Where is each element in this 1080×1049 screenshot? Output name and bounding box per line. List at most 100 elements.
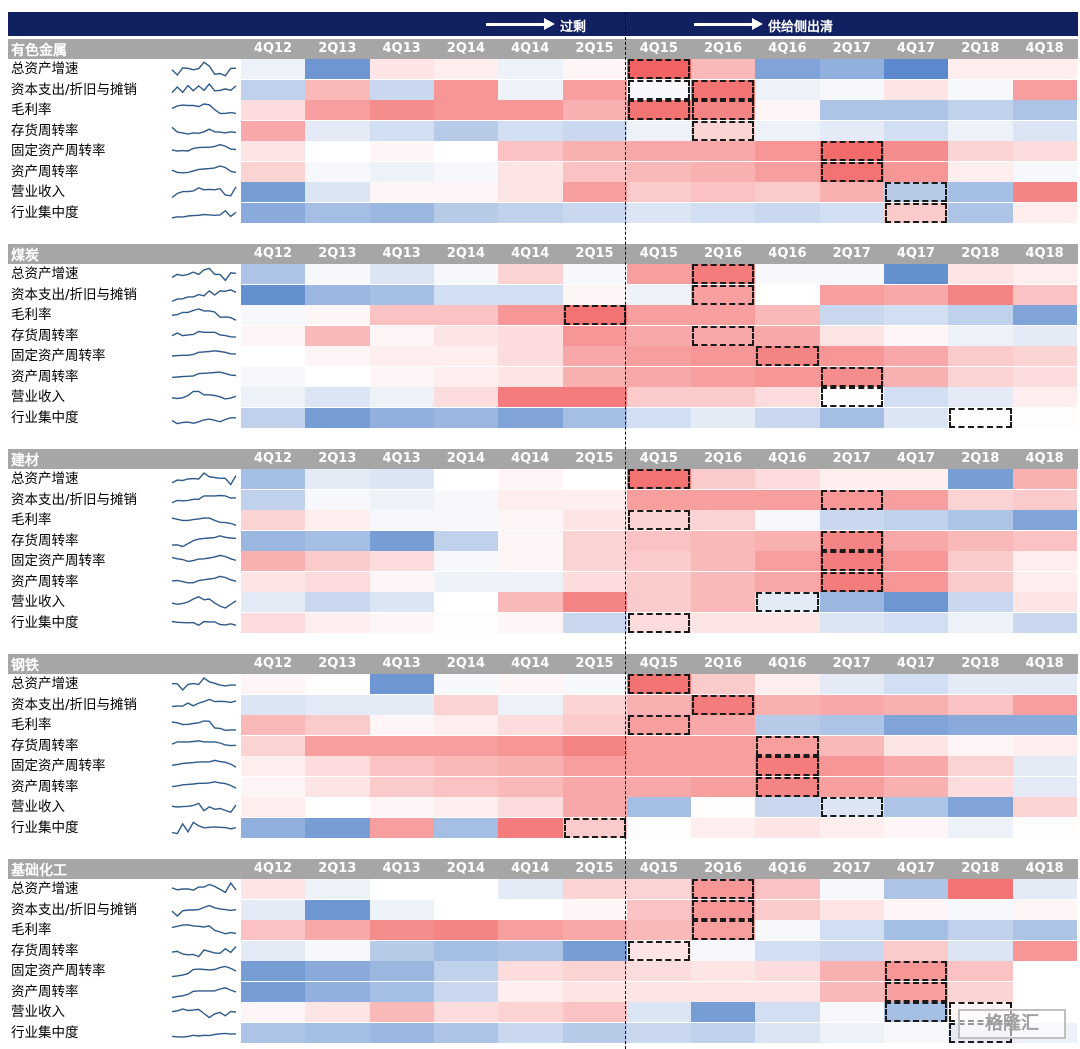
heatmap-cell	[948, 489, 1014, 510]
heatmap-cell	[369, 346, 435, 366]
row-label: 行业集中度	[11, 819, 79, 836]
panel-title: 煤炭	[11, 248, 39, 264]
column-label: 2Q14	[446, 41, 485, 56]
highlight-box	[820, 530, 883, 551]
column-label: 2Q13	[318, 656, 357, 671]
heatmap-cell	[819, 59, 885, 79]
sparkline	[171, 330, 237, 338]
heatmap-cell	[241, 776, 306, 797]
heatmap-cell	[433, 407, 499, 428]
heatmap-cell	[1012, 797, 1078, 817]
heatmap-cell	[369, 612, 435, 633]
panel-header: 建材 4Q12 2Q13 4Q13 2Q14 4Q14 2Q15 4Q15 2Q16 4Q16 2Q…	[8, 449, 1078, 469]
heatmap-cell	[884, 346, 949, 366]
column-label: 4Q18	[1025, 451, 1064, 466]
sparkline-path	[171, 575, 237, 584]
heatmap-cell	[241, 530, 306, 551]
heatmap-cell	[691, 1022, 756, 1043]
sparkline	[171, 494, 237, 503]
heatmap-cell	[498, 469, 564, 489]
heatmap-cell	[241, 489, 306, 510]
column-label: 2Q17	[832, 41, 871, 56]
sparkline-path	[171, 472, 237, 486]
heatmap-cell	[948, 510, 1014, 530]
heatmap-cell	[562, 1002, 628, 1022]
heatmap-cell	[819, 817, 885, 838]
heatmap-cell	[755, 694, 821, 715]
heatmap-cell	[305, 79, 371, 100]
heatmap-cell	[819, 325, 885, 346]
heatmap-cell	[1012, 59, 1078, 79]
heatmap-cell	[433, 141, 499, 161]
heatmap-cell	[948, 879, 1014, 899]
heatmap-cell	[433, 79, 499, 100]
heatmap-cell	[369, 284, 435, 305]
heatmap-cell	[369, 202, 435, 223]
clearing-arrow-icon	[752, 18, 763, 30]
column-label: 4Q16	[768, 246, 807, 261]
panel-header: 基础化工 4Q12 2Q13 4Q13 2Q14 4Q14 2Q15 4Q15 2Q16 4Q16…	[8, 859, 1078, 879]
heatmap-cell	[626, 674, 692, 694]
heatmap-cell	[498, 284, 564, 305]
heatmap-cell	[369, 510, 435, 530]
heatmap-cell	[626, 715, 692, 735]
heatmap-cell	[562, 776, 628, 797]
heatmap-cell	[819, 612, 885, 633]
heatmap-cell	[755, 284, 821, 305]
heatmap-cell	[433, 551, 499, 571]
sparkline-path	[171, 945, 237, 957]
heatmap-cell	[241, 920, 306, 940]
heatmap-cell	[241, 346, 306, 366]
heatmap-cell	[305, 202, 371, 223]
heatmap-cell	[433, 674, 499, 694]
sparkline-path	[171, 61, 236, 77]
heatmap-cell	[626, 161, 692, 182]
sparkline	[171, 416, 236, 424]
row-label: 营业收入	[11, 389, 65, 405]
heatmap-cell	[305, 981, 371, 1002]
panel: 煤炭 4Q12 2Q13 4Q13 2Q14 4Q14 2Q15 4Q15 2Q16 4Q16 2Q…	[8, 244, 1078, 428]
heatmap-cell	[1012, 530, 1078, 551]
heatmap-cell	[562, 305, 628, 325]
heatmap-cell	[241, 694, 306, 715]
heatmap-cell	[562, 141, 628, 161]
sparkline-path	[171, 904, 237, 917]
sparkline	[171, 620, 237, 626]
highlight-box	[885, 202, 948, 223]
highlight-box	[627, 79, 691, 100]
row-label: 营业收入	[11, 1004, 65, 1020]
sparkline	[171, 472, 237, 486]
heatmap-cell	[241, 797, 306, 817]
heatmap-cell	[884, 981, 949, 1002]
sparkline	[171, 164, 237, 174]
heatmap-cell	[691, 284, 756, 305]
heatmap-cell	[626, 407, 692, 428]
heatmap-cell	[305, 530, 371, 551]
heatmap-cell	[626, 940, 692, 961]
heatmap-cell	[498, 387, 564, 407]
sparkline	[171, 904, 237, 917]
heatmap-cell	[498, 366, 564, 387]
sparkline	[171, 965, 237, 978]
heatmap-cell	[369, 366, 435, 387]
heatmap-cell	[369, 756, 435, 776]
heatmap-cell	[241, 612, 306, 633]
heatmap-cell	[755, 346, 821, 366]
heatmap-cell	[948, 284, 1014, 305]
heatmap-cell	[884, 366, 949, 387]
column-label: 2Q18	[961, 861, 1000, 876]
heatmap-cell	[819, 551, 885, 571]
heatmap-cell	[755, 120, 821, 141]
heatmap-cell	[626, 346, 692, 366]
heatmap-cell	[755, 182, 821, 202]
heatmap-cell	[755, 510, 821, 530]
panel-title: 钢铁	[11, 658, 39, 674]
heatmap-cell	[433, 756, 499, 776]
highlight-box	[756, 735, 819, 756]
heatmap-cell	[305, 797, 371, 817]
heatmap-cell	[241, 305, 306, 325]
heatmap-cell	[498, 920, 564, 940]
row-label: 行业集中度	[11, 614, 79, 631]
heatmap-cell	[369, 469, 435, 489]
heatmap-cell	[305, 305, 371, 325]
